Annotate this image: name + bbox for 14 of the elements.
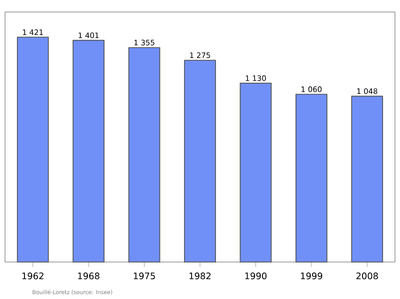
x-tick-label: 1999 bbox=[301, 272, 322, 280]
bar bbox=[16, 36, 49, 262]
bar bbox=[296, 94, 328, 262]
x-tick-label: 1982 bbox=[190, 272, 211, 280]
x-tick-label: 1968 bbox=[78, 272, 100, 280]
bar bbox=[351, 96, 384, 262]
x-tick-label: 2008 bbox=[356, 272, 378, 280]
x-tick-label: 1990 bbox=[245, 272, 267, 280]
bar bbox=[128, 47, 160, 262]
bar bbox=[184, 60, 216, 262]
bar bbox=[72, 40, 104, 262]
x-tick-label: 1962 bbox=[22, 272, 44, 280]
bar bbox=[240, 82, 272, 262]
x-tick-label: 1975 bbox=[134, 272, 155, 280]
